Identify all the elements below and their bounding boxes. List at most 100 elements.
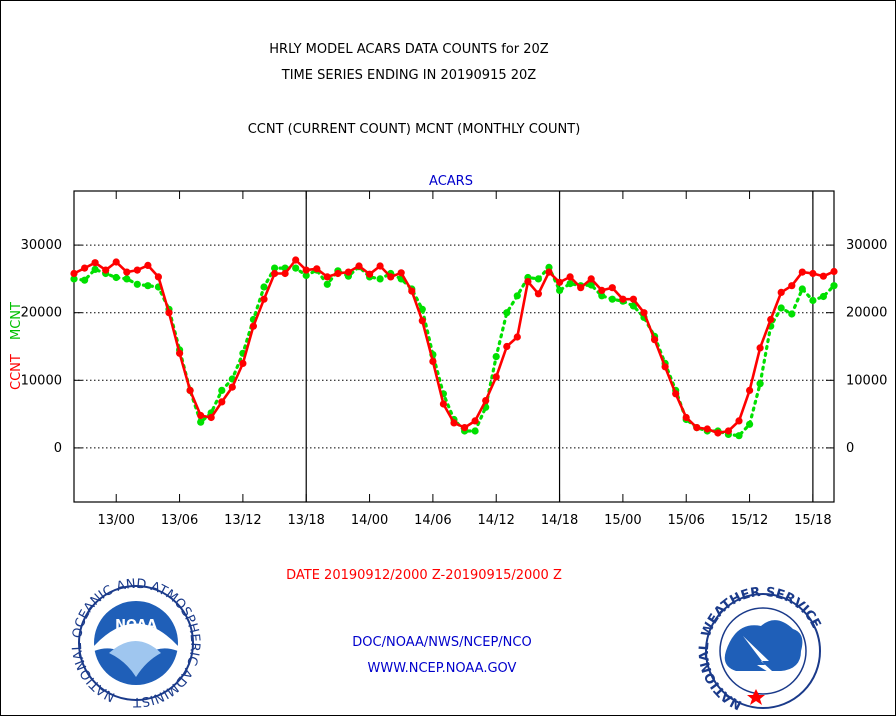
data-point-ccnt bbox=[482, 397, 490, 405]
data-point-mcnt bbox=[830, 282, 838, 290]
data-point-ccnt bbox=[313, 265, 321, 273]
data-point-ccnt bbox=[503, 342, 511, 351]
data-point-ccnt bbox=[260, 295, 268, 303]
data-point-ccnt bbox=[207, 413, 215, 422]
data-point-ccnt bbox=[186, 386, 194, 394]
data-point-ccnt bbox=[334, 269, 342, 278]
y-tick-label-right: 20000 bbox=[846, 306, 887, 321]
agency-label: DOC/NOAA/NWS/NCEP/NCO bbox=[352, 635, 531, 650]
data-point-ccnt bbox=[471, 417, 479, 425]
x-tick-label: 15/06 bbox=[667, 513, 704, 528]
data-point-mcnt bbox=[112, 273, 120, 282]
data-point-ccnt bbox=[112, 258, 120, 266]
data-point-ccnt bbox=[703, 425, 711, 433]
y-label-mcnt: MCNT bbox=[9, 302, 24, 340]
data-point-ccnt bbox=[176, 349, 184, 357]
data-point-ccnt bbox=[197, 411, 205, 420]
data-point-ccnt bbox=[239, 359, 247, 367]
data-point-ccnt bbox=[556, 278, 564, 286]
data-point-ccnt bbox=[249, 322, 257, 330]
data-point-ccnt bbox=[682, 413, 690, 422]
data-point-ccnt bbox=[619, 295, 627, 303]
data-point-mcnt bbox=[809, 296, 817, 305]
data-point-ccnt bbox=[144, 261, 152, 269]
data-point-ccnt bbox=[355, 262, 363, 270]
data-point-ccnt bbox=[271, 269, 279, 278]
x-tick-label: 13/06 bbox=[161, 513, 198, 528]
data-point-mcnt bbox=[735, 432, 743, 440]
data-point-mcnt bbox=[598, 292, 606, 300]
x-tick-label: 14/06 bbox=[414, 513, 451, 528]
data-point-mcnt bbox=[513, 292, 521, 300]
data-point-mcnt bbox=[81, 276, 89, 284]
data-point-ccnt bbox=[387, 273, 395, 281]
data-point-mcnt bbox=[292, 264, 300, 272]
series-line-ccnt bbox=[72, 258, 836, 435]
x-tick-label: 14/18 bbox=[541, 513, 578, 528]
y-tick-label-right: 0 bbox=[846, 441, 854, 456]
x-tick-label: 13/00 bbox=[97, 513, 134, 528]
y-tick-label-left: 30000 bbox=[21, 238, 62, 253]
x-tick-label: 15/00 bbox=[604, 513, 641, 528]
data-point-mcnt bbox=[323, 280, 331, 288]
data-point-ccnt bbox=[123, 268, 131, 276]
axis-ticks: 0 0 10000 10000 20000 20000 30000 30000 13/00 13/… bbox=[21, 191, 887, 528]
data-point-mcnt bbox=[133, 280, 141, 288]
data-point-mcnt bbox=[608, 295, 616, 303]
data-point-ccnt bbox=[577, 284, 585, 292]
data-point-ccnt bbox=[218, 398, 226, 406]
data-point-ccnt bbox=[366, 270, 374, 278]
data-point-ccnt bbox=[418, 317, 426, 325]
data-point-ccnt bbox=[439, 400, 447, 408]
data-point-ccnt bbox=[714, 429, 722, 437]
data-point-ccnt bbox=[281, 269, 289, 278]
data-point-mcnt bbox=[144, 282, 152, 290]
data-point-mcnt bbox=[746, 420, 754, 428]
data-point-ccnt bbox=[608, 284, 616, 292]
data-point-mcnt bbox=[566, 280, 574, 288]
data-point-ccnt bbox=[154, 273, 162, 281]
data-point-ccnt bbox=[397, 269, 405, 277]
data-point-mcnt bbox=[534, 275, 543, 283]
data-point-mcnt bbox=[271, 264, 279, 272]
data-point-ccnt bbox=[81, 264, 89, 272]
y-tick-label-left: 20000 bbox=[21, 306, 62, 321]
x-tick-label: 13/12 bbox=[224, 513, 261, 528]
data-point-ccnt bbox=[819, 272, 828, 280]
plot-area bbox=[73, 190, 835, 503]
data-point-ccnt bbox=[70, 269, 78, 278]
data-point-mcnt bbox=[302, 271, 310, 280]
y-tick-label-left: 0 bbox=[54, 441, 62, 456]
nws-cloud-icon bbox=[724, 620, 803, 671]
data-point-mcnt bbox=[819, 292, 828, 301]
data-point-ccnt bbox=[777, 288, 785, 296]
x-tick-label: 14/12 bbox=[477, 513, 514, 528]
data-point-ccnt bbox=[429, 357, 437, 365]
data-point-ccnt bbox=[133, 266, 141, 274]
y-axis-label: CCNT MCNT bbox=[9, 302, 24, 390]
data-point-mcnt bbox=[123, 275, 131, 283]
series-line-mcnt bbox=[72, 265, 836, 438]
data-point-ccnt bbox=[672, 390, 680, 398]
noaa-ring-text: NATIONAL OCEANIC AND ATMOSPHERIC ADMINIS… bbox=[1, 1, 202, 709]
data-point-ccnt bbox=[809, 269, 817, 278]
star-icon bbox=[747, 689, 765, 705]
data-point-ccnt bbox=[640, 309, 648, 317]
website-link[interactable]: WWW.NCEP.NOAA.GOV bbox=[368, 661, 517, 676]
series-group bbox=[70, 256, 838, 440]
data-point-ccnt bbox=[302, 266, 310, 274]
svg-text:NATIONAL OCEANIC AND ATMOSPHER: NATIONAL OCEANIC AND ATMOSPHERIC ADMINIS… bbox=[1, 1, 202, 709]
data-point-mcnt bbox=[376, 275, 384, 283]
data-point-ccnt bbox=[735, 417, 743, 425]
data-point-mcnt bbox=[218, 386, 226, 394]
data-point-mcnt bbox=[503, 309, 511, 317]
data-point-ccnt bbox=[724, 427, 733, 435]
data-point-mcnt bbox=[197, 418, 205, 426]
day-dividers bbox=[305, 191, 814, 502]
data-point-ccnt bbox=[513, 333, 521, 341]
data-point-ccnt bbox=[534, 290, 543, 298]
data-point-mcnt bbox=[587, 281, 595, 289]
data-point-ccnt bbox=[598, 286, 606, 294]
data-point-mcnt bbox=[91, 265, 99, 273]
